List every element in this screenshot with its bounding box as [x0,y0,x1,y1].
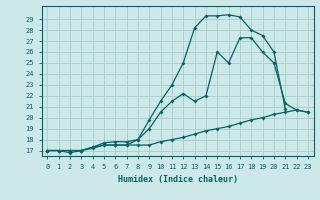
X-axis label: Humidex (Indice chaleur): Humidex (Indice chaleur) [118,175,237,184]
